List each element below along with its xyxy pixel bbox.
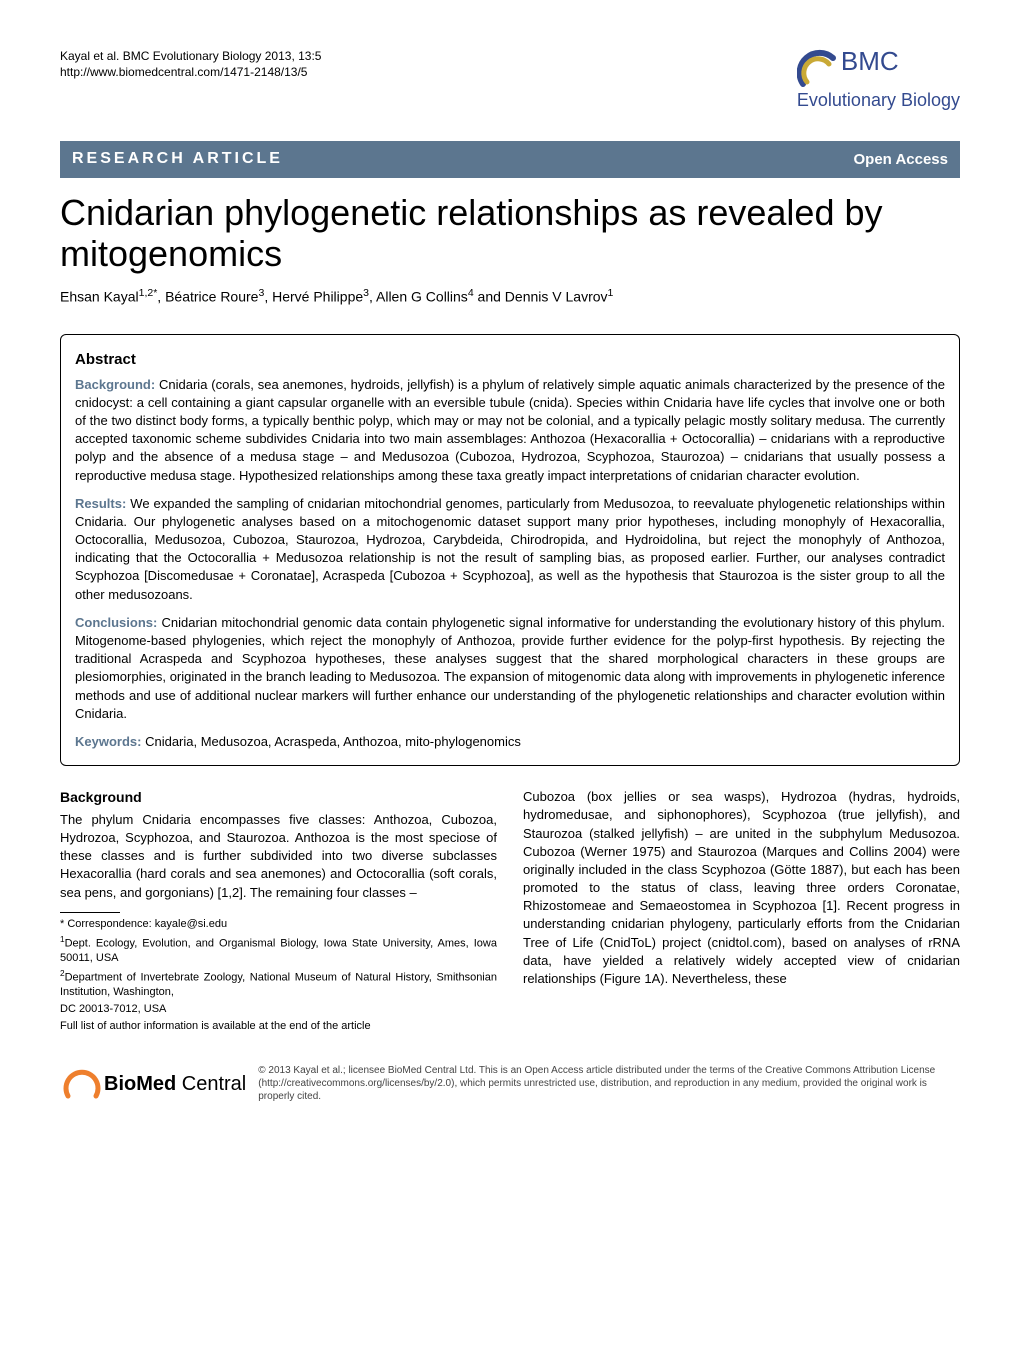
abstract-section: Results: We expanded the sampling of cni… bbox=[75, 495, 945, 604]
abstract-section-text: Cnidaria (corals, sea anemones, hydroids… bbox=[75, 377, 945, 483]
abstract-section: Conclusions: Cnidarian mitochondrial gen… bbox=[75, 614, 945, 723]
logo-bmc-text: BMC bbox=[841, 48, 899, 74]
abstract-heading: Abstract bbox=[75, 349, 945, 370]
logo-journal-text: Evolutionary Biology bbox=[797, 88, 960, 113]
abstract-section: Background: Cnidaria (corals, sea anemon… bbox=[75, 376, 945, 485]
citation-block: Kayal et al. BMC Evolutionary Biology 20… bbox=[60, 48, 321, 80]
background-heading: Background bbox=[60, 788, 497, 808]
abstract-section-label: Keywords: bbox=[75, 734, 145, 749]
page-footer: BioMed Central © 2013 Kayal et al.; lice… bbox=[60, 1064, 960, 1104]
abstract-section-label: Background: bbox=[75, 377, 159, 392]
abstract-section-text: Cnidaria, Medusozoa, Acraspeda, Anthozoa… bbox=[145, 734, 521, 749]
column-right: Cubozoa (box jellies or sea wasps), Hydr… bbox=[523, 788, 960, 1036]
biomed-arc-icon bbox=[60, 1064, 104, 1104]
abstract-section-label: Conclusions: bbox=[75, 615, 162, 630]
column-left: Background The phylum Cnidaria encompass… bbox=[60, 788, 497, 1036]
license-text: © 2013 Kayal et al.; licensee BioMed Cen… bbox=[258, 1064, 960, 1103]
author-list: Ehsan Kayal1,2*, Béatrice Roure3, Hervé … bbox=[60, 286, 960, 307]
abstract-section-text: Cnidarian mitochondrial genomic data con… bbox=[75, 615, 945, 721]
biomed-central-text: BioMed Central bbox=[104, 1070, 246, 1098]
abstract-section-label: Results: bbox=[75, 496, 130, 511]
affiliation-2: 2Department of Invertebrate Zoology, Nat… bbox=[60, 968, 497, 1000]
background-paragraph: The phylum Cnidaria encompasses five cla… bbox=[60, 811, 497, 902]
open-access-label: Open Access bbox=[854, 149, 949, 170]
body-columns: Background The phylum Cnidaria encompass… bbox=[60, 788, 960, 1036]
abstract-section: Keywords: Cnidaria, Medusozoa, Acraspeda… bbox=[75, 733, 945, 751]
journal-logo: BMC Evolutionary Biology bbox=[797, 48, 960, 113]
bmc-arc-icon bbox=[797, 48, 839, 90]
article-title: Cnidarian phylogenetic relationships as … bbox=[60, 192, 960, 275]
correspondence-line: * Correspondence: kayale@si.edu bbox=[60, 917, 497, 932]
footnote-rule bbox=[60, 912, 120, 913]
abstract-section-text: We expanded the sampling of cnidarian mi… bbox=[75, 496, 945, 602]
affiliation-1: 1Dept. Ecology, Evolution, and Organisma… bbox=[60, 934, 497, 966]
full-author-info-note: Full list of author information is avail… bbox=[60, 1019, 497, 1034]
article-type-bar: RESEARCH ARTICLE Open Access bbox=[60, 141, 960, 177]
article-type-label: RESEARCH ARTICLE bbox=[72, 148, 283, 170]
background-paragraph-cont: Cubozoa (box jellies or sea wasps), Hydr… bbox=[523, 788, 960, 988]
footnotes: * Correspondence: kayale@si.edu 1Dept. E… bbox=[60, 917, 497, 1034]
citation-line-1: Kayal et al. BMC Evolutionary Biology 20… bbox=[60, 48, 321, 64]
citation-url: http://www.biomedcentral.com/1471-2148/1… bbox=[60, 64, 321, 80]
page-header: Kayal et al. BMC Evolutionary Biology 20… bbox=[60, 48, 960, 113]
affiliation-2b: DC 20013-7012, USA bbox=[60, 1002, 497, 1017]
biomed-central-logo: BioMed Central bbox=[60, 1064, 246, 1104]
abstract-box: Abstract Background: Cnidaria (corals, s… bbox=[60, 334, 960, 767]
